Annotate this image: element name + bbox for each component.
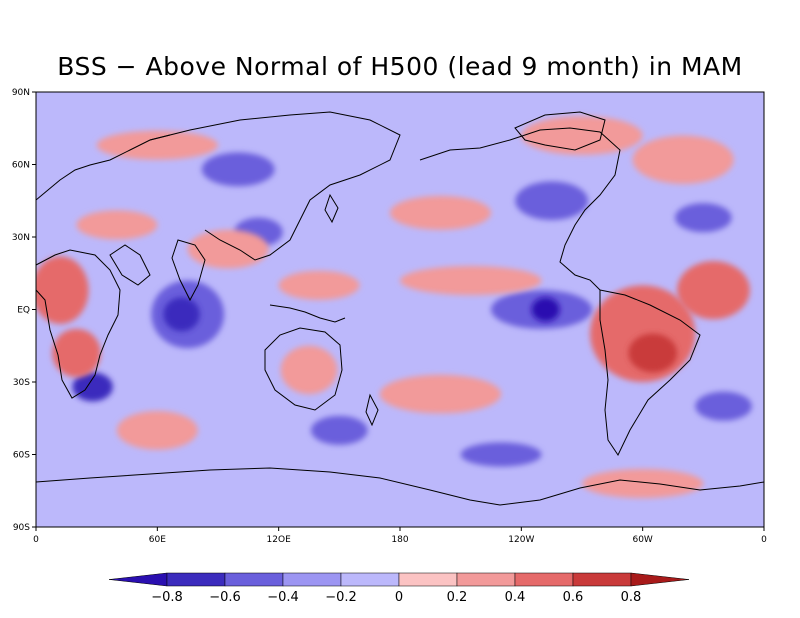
anomaly-region-southern-pacific-b (460, 442, 542, 467)
arabia-outline (109, 244, 151, 286)
south-america-outline (599, 289, 701, 457)
africa-outline (36, 249, 121, 399)
anomaly-region-southern-pacific-a (311, 415, 368, 445)
coastlines (36, 111, 764, 506)
lat-tick-label: EQ (17, 306, 30, 316)
greenland-outline (514, 111, 606, 151)
plot-area (36, 92, 764, 527)
map-title: BSS − Above Normal of H500 (lead 9 month… (57, 52, 743, 81)
lon-axis: 0 60E 12OE 180 120W 60W 0 (33, 527, 767, 545)
lon-tick-label: 60E (149, 535, 166, 545)
colorbar-box (572, 572, 632, 587)
colorbar-box (398, 572, 458, 587)
colorbar-label: 0.2 (447, 590, 468, 605)
north-america-outline (419, 127, 621, 291)
anomaly-region-atlantic-tropics (677, 261, 750, 320)
anomaly-region-south-pacific (379, 374, 502, 414)
anomaly-region-antarctic-edge (582, 469, 704, 498)
lon-tick-label: 180 (391, 535, 408, 545)
lat-tick-label: 30S (13, 378, 30, 388)
anomaly-region-north-atlantic-s (675, 203, 732, 233)
anomaly-region-eurasia-north (96, 130, 218, 160)
anomaly-region-tropical-pacific-n (400, 266, 542, 295)
colorbar-box (282, 572, 342, 587)
colorbar-label: 0.6 (563, 590, 584, 605)
colorbar-label: −0.4 (267, 590, 299, 605)
india-outline (171, 239, 206, 302)
japan-outline (324, 193, 339, 224)
lon-tick-label: 12OE (267, 535, 292, 545)
indonesia-outline (269, 304, 346, 323)
anomaly-region-indian-ocean-core (163, 297, 200, 332)
lon-tick-label: 0 (33, 535, 39, 545)
anomaly-region-siberia (201, 152, 275, 187)
anomaly-fields (36, 116, 752, 498)
anomaly-region-amazon-core (628, 333, 678, 373)
lat-tick-label: 30N (12, 233, 30, 243)
lat-tick-label: 60N (12, 161, 30, 171)
australia-outline (264, 327, 343, 411)
colorbar-arrow-high (630, 572, 690, 587)
anomaly-region-north-atlantic (632, 135, 734, 184)
anomaly-region-africa-west (36, 256, 89, 324)
anomaly-region-sahara (76, 210, 158, 240)
anomaly-region-africa-south (52, 328, 101, 378)
anomaly-region-south-atlantic (695, 391, 752, 421)
colorbar-label: −0.2 (325, 590, 357, 605)
colorbar-box (340, 572, 400, 587)
anomaly-region-south-africa-tip (72, 372, 113, 402)
anomaly-region-north-america (515, 181, 589, 221)
anomaly-region-australia (280, 345, 338, 395)
colorbar-label: 0.8 (621, 590, 642, 605)
colorbar-box (456, 572, 516, 587)
colorbar-box (224, 572, 284, 587)
anomaly-region-sea-tropics (278, 270, 360, 300)
lon-tick-label: 0 (761, 535, 767, 545)
anomaly-region-india-cluster (187, 229, 269, 269)
lat-tick-label: 90N (12, 88, 30, 98)
lon-tick-label: 120W (508, 535, 534, 545)
anomaly-region-southern-ocean-w (116, 411, 198, 450)
lon-tick-label: 60W (632, 535, 652, 545)
lat-tick-label: 90S (13, 523, 30, 533)
colorbar: −0.8 −0.6 −0.4 −0.2 0 0.2 0.4 0.6 0.8 (108, 572, 690, 605)
lat-axis: 90N 60N 30N EQ 30S 60S 90S (12, 88, 36, 533)
colorbar-label: −0.8 (151, 590, 183, 605)
colorbar-box (166, 572, 226, 587)
anomaly-region-arctic-canada (521, 116, 643, 155)
newzealand-outline (365, 393, 379, 427)
colorbar-box (514, 572, 574, 587)
lat-tick-label: 60S (13, 451, 30, 461)
colorbar-label: 0.4 (505, 590, 526, 605)
antarctica-outline (36, 467, 764, 506)
colorbar-label: −0.6 (209, 590, 241, 605)
colorbar-label: 0 (395, 590, 403, 605)
europe-outline (36, 134, 171, 201)
anomaly-region-north-pacific (389, 195, 492, 230)
asia-outline (149, 111, 401, 261)
colorbar-arrow-low (108, 572, 168, 587)
anomaly-region-east-pacific-core (531, 297, 560, 322)
